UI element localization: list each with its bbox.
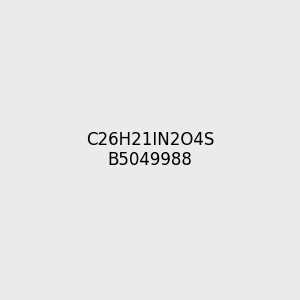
Text: C26H21IN2O4S
B5049988: C26H21IN2O4S B5049988 [86, 130, 214, 170]
